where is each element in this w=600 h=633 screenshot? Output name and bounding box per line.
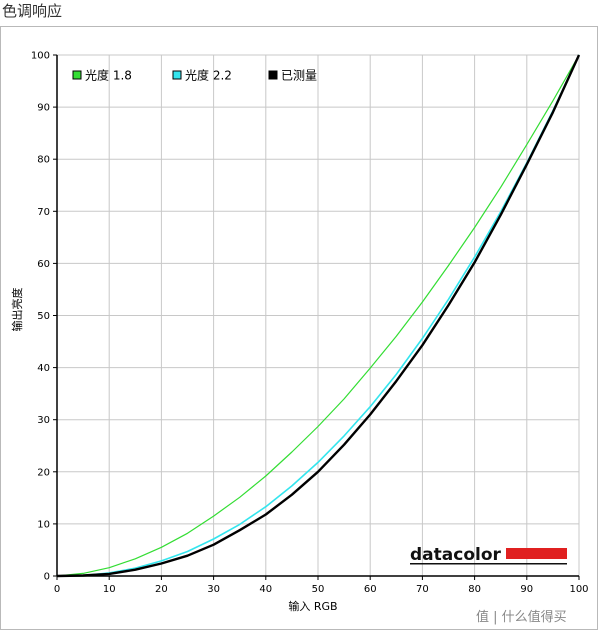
x-tick-label: 0 (54, 584, 60, 595)
tone-response-chart: 0 10 20 30 40 50 60 70 80 90 100 0 10 20 30 40 50 60 70 80… (10, 51, 589, 626)
page-title: 色调响应 (2, 2, 63, 20)
legend-label: 光度 1.8 (85, 68, 132, 83)
legend-swatch (268, 70, 278, 80)
series-line-3 (56, 54, 581, 578)
x-tick-label: 80 (468, 584, 481, 595)
logo-red-bar (506, 548, 567, 559)
y-tick-label: 10 (37, 519, 50, 530)
series-line-1 (56, 54, 580, 577)
logo-text: datacolor (410, 545, 502, 565)
datacolor-logo: datacolor (410, 545, 567, 565)
legend-label: 光度 2.2 (185, 68, 232, 83)
chart-frame: 0 10 20 30 40 50 60 70 80 90 100 0 10 20 30 40 50 60 70 80… (0, 26, 598, 630)
x-tick-label: 100 (569, 584, 588, 595)
watermark: 值 | 什么值得买 (476, 609, 567, 625)
grid (56, 54, 580, 577)
x-tick-label: 30 (207, 584, 220, 595)
legend: 光度 1.8 光度 2.2 已测量 (72, 68, 317, 83)
series-lines (56, 54, 581, 578)
logo-underline (410, 563, 567, 565)
x-tick-label: 10 (103, 584, 116, 595)
x-tick-labels: 0 10 20 30 40 50 60 70 80 90 100 (54, 576, 589, 595)
y-tick-label: 50 (37, 311, 50, 322)
y-tick-label: 90 (37, 103, 50, 114)
y-tick-label: 80 (37, 155, 50, 166)
y-axis-label: 输出亮度 (10, 288, 24, 332)
y-tick-label: 60 (37, 259, 50, 270)
y-tick-label: 20 (37, 467, 50, 478)
legend-swatch (72, 70, 82, 80)
x-tick-label: 40 (259, 584, 272, 595)
x-tick-label: 90 (520, 584, 533, 595)
x-tick-label: 50 (312, 584, 325, 595)
x-tick-label: 20 (155, 584, 168, 595)
y-tick-label: 70 (37, 207, 50, 218)
x-axis-label: 输入 RGB (288, 599, 337, 613)
legend-label: 已测量 (281, 69, 317, 83)
y-tick-labels: 0 10 20 30 40 50 60 70 80 90 100 (31, 51, 57, 583)
y-tick-label: 100 (31, 51, 50, 62)
y-tick-label: 40 (37, 363, 50, 374)
y-tick-label: 30 (37, 415, 50, 426)
watermark-text: 值 | 什么值得买 (476, 609, 567, 625)
y-tick-label: 0 (44, 572, 50, 583)
series-line-2 (56, 54, 580, 577)
legend-swatch (172, 70, 182, 80)
x-tick-label: 70 (416, 584, 429, 595)
x-tick-label: 60 (364, 584, 377, 595)
